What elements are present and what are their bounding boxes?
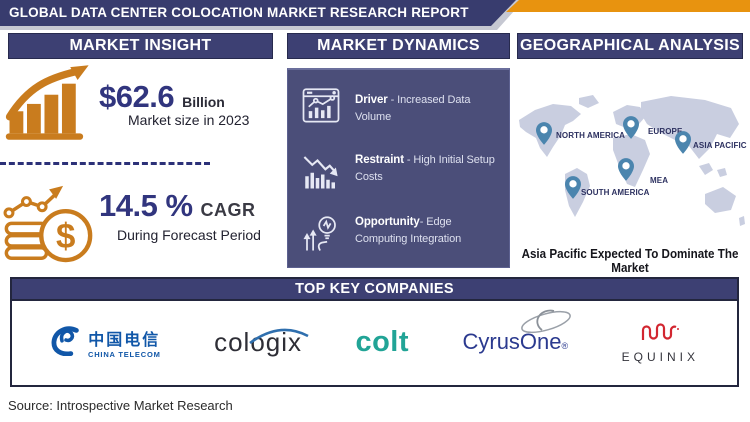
region-label: MEA <box>650 176 669 185</box>
map-pin-mea <box>618 158 634 181</box>
dynamics-text: Driver - Increased Data Volume <box>355 93 471 123</box>
cologix-swoosh-icon <box>248 321 310 352</box>
svg-text:$: $ <box>56 217 75 256</box>
dynamics-row-restraint: Restraint - High Initial Setup Costs <box>300 150 500 197</box>
market-size-value: $62.6 <box>99 79 175 114</box>
source-note: Source: Introspective Market Research <box>8 398 233 413</box>
china-telecom-icon <box>50 324 82 361</box>
cagr-value: 14.5 % <box>99 188 193 223</box>
china-telecom-logo: 中国电信 CHINA TELECOM <box>50 324 161 361</box>
cologix-logo: cologix <box>214 327 309 358</box>
region-label: SOUTH AMERICA <box>581 188 650 197</box>
geographical-analysis-heading: GEOGRAPHICAL ANALYSIS <box>517 33 743 59</box>
map-pin-south-america <box>565 176 581 199</box>
analytics-window-icon <box>300 84 342 131</box>
declining-chart-icon <box>300 150 342 197</box>
market-size-stat: $62.6 Billion <box>99 79 225 115</box>
dashed-divider <box>0 162 210 165</box>
cagr-label: CAGR <box>200 200 256 220</box>
region-label: ASIA PACIFIC <box>693 141 747 150</box>
cagr-stat: 14.5 % CAGR <box>99 188 256 224</box>
map-pin-north-america <box>536 122 552 145</box>
gold-accent-stripe <box>506 0 750 12</box>
cyrusone-globe-icon <box>516 308 574 342</box>
cyrusone-logo: CyrusOne® <box>462 309 572 355</box>
top-key-companies-section: TOP KEY COMPANIES 中国电信 CHINA TELECOM col… <box>10 277 739 387</box>
equinix-logo: EQUINIX <box>622 320 699 364</box>
company-logo-row: 中国电信 CHINA TELECOM cologix colt Cyru <box>12 301 737 383</box>
market-size-unit: Billion <box>182 94 225 110</box>
market-size-caption: Market size in 2023 <box>128 112 250 128</box>
china-telecom-text: 中国电信 CHINA TELECOM <box>88 331 161 359</box>
equinix-mark-icon <box>640 320 680 347</box>
map-caption: Asia Pacific Expected To Dominate The Ma… <box>521 247 739 275</box>
report-header: GLOBAL DATA CENTER COLOCATION MARKET RES… <box>0 0 516 26</box>
growth-bars-icon <box>4 63 96 148</box>
map-pin-europe <box>623 116 639 139</box>
dynamics-text: Opportunity- Edge Computing Integration <box>355 216 462 246</box>
region-label: EUROPE <box>648 127 683 136</box>
cagr-caption: During Forecast Period <box>117 227 261 243</box>
dynamics-row-driver: Driver - Increased Data Volume <box>300 84 500 131</box>
region-label: NORTH AMERICA <box>556 131 625 140</box>
idea-growth-icon <box>300 212 342 259</box>
dynamics-row-opportunity: Opportunity- Edge Computing Integration <box>300 212 500 259</box>
coins-dollar-icon: $ <box>2 172 98 271</box>
market-dynamics-panel: Driver - Increased Data Volume Restraint… <box>287 68 510 268</box>
map-pin-asia-pacific <box>675 131 691 154</box>
market-insight-heading: MARKET INSIGHT <box>8 33 273 59</box>
dynamics-text: Restraint - High Initial Setup Costs <box>355 154 495 184</box>
report-title: GLOBAL DATA CENTER COLOCATION MARKET RES… <box>9 5 469 20</box>
top-key-companies-heading: TOP KEY COMPANIES <box>12 279 737 301</box>
colt-logo: colt <box>355 325 410 358</box>
market-dynamics-heading: MARKET DYNAMICS <box>287 33 510 59</box>
